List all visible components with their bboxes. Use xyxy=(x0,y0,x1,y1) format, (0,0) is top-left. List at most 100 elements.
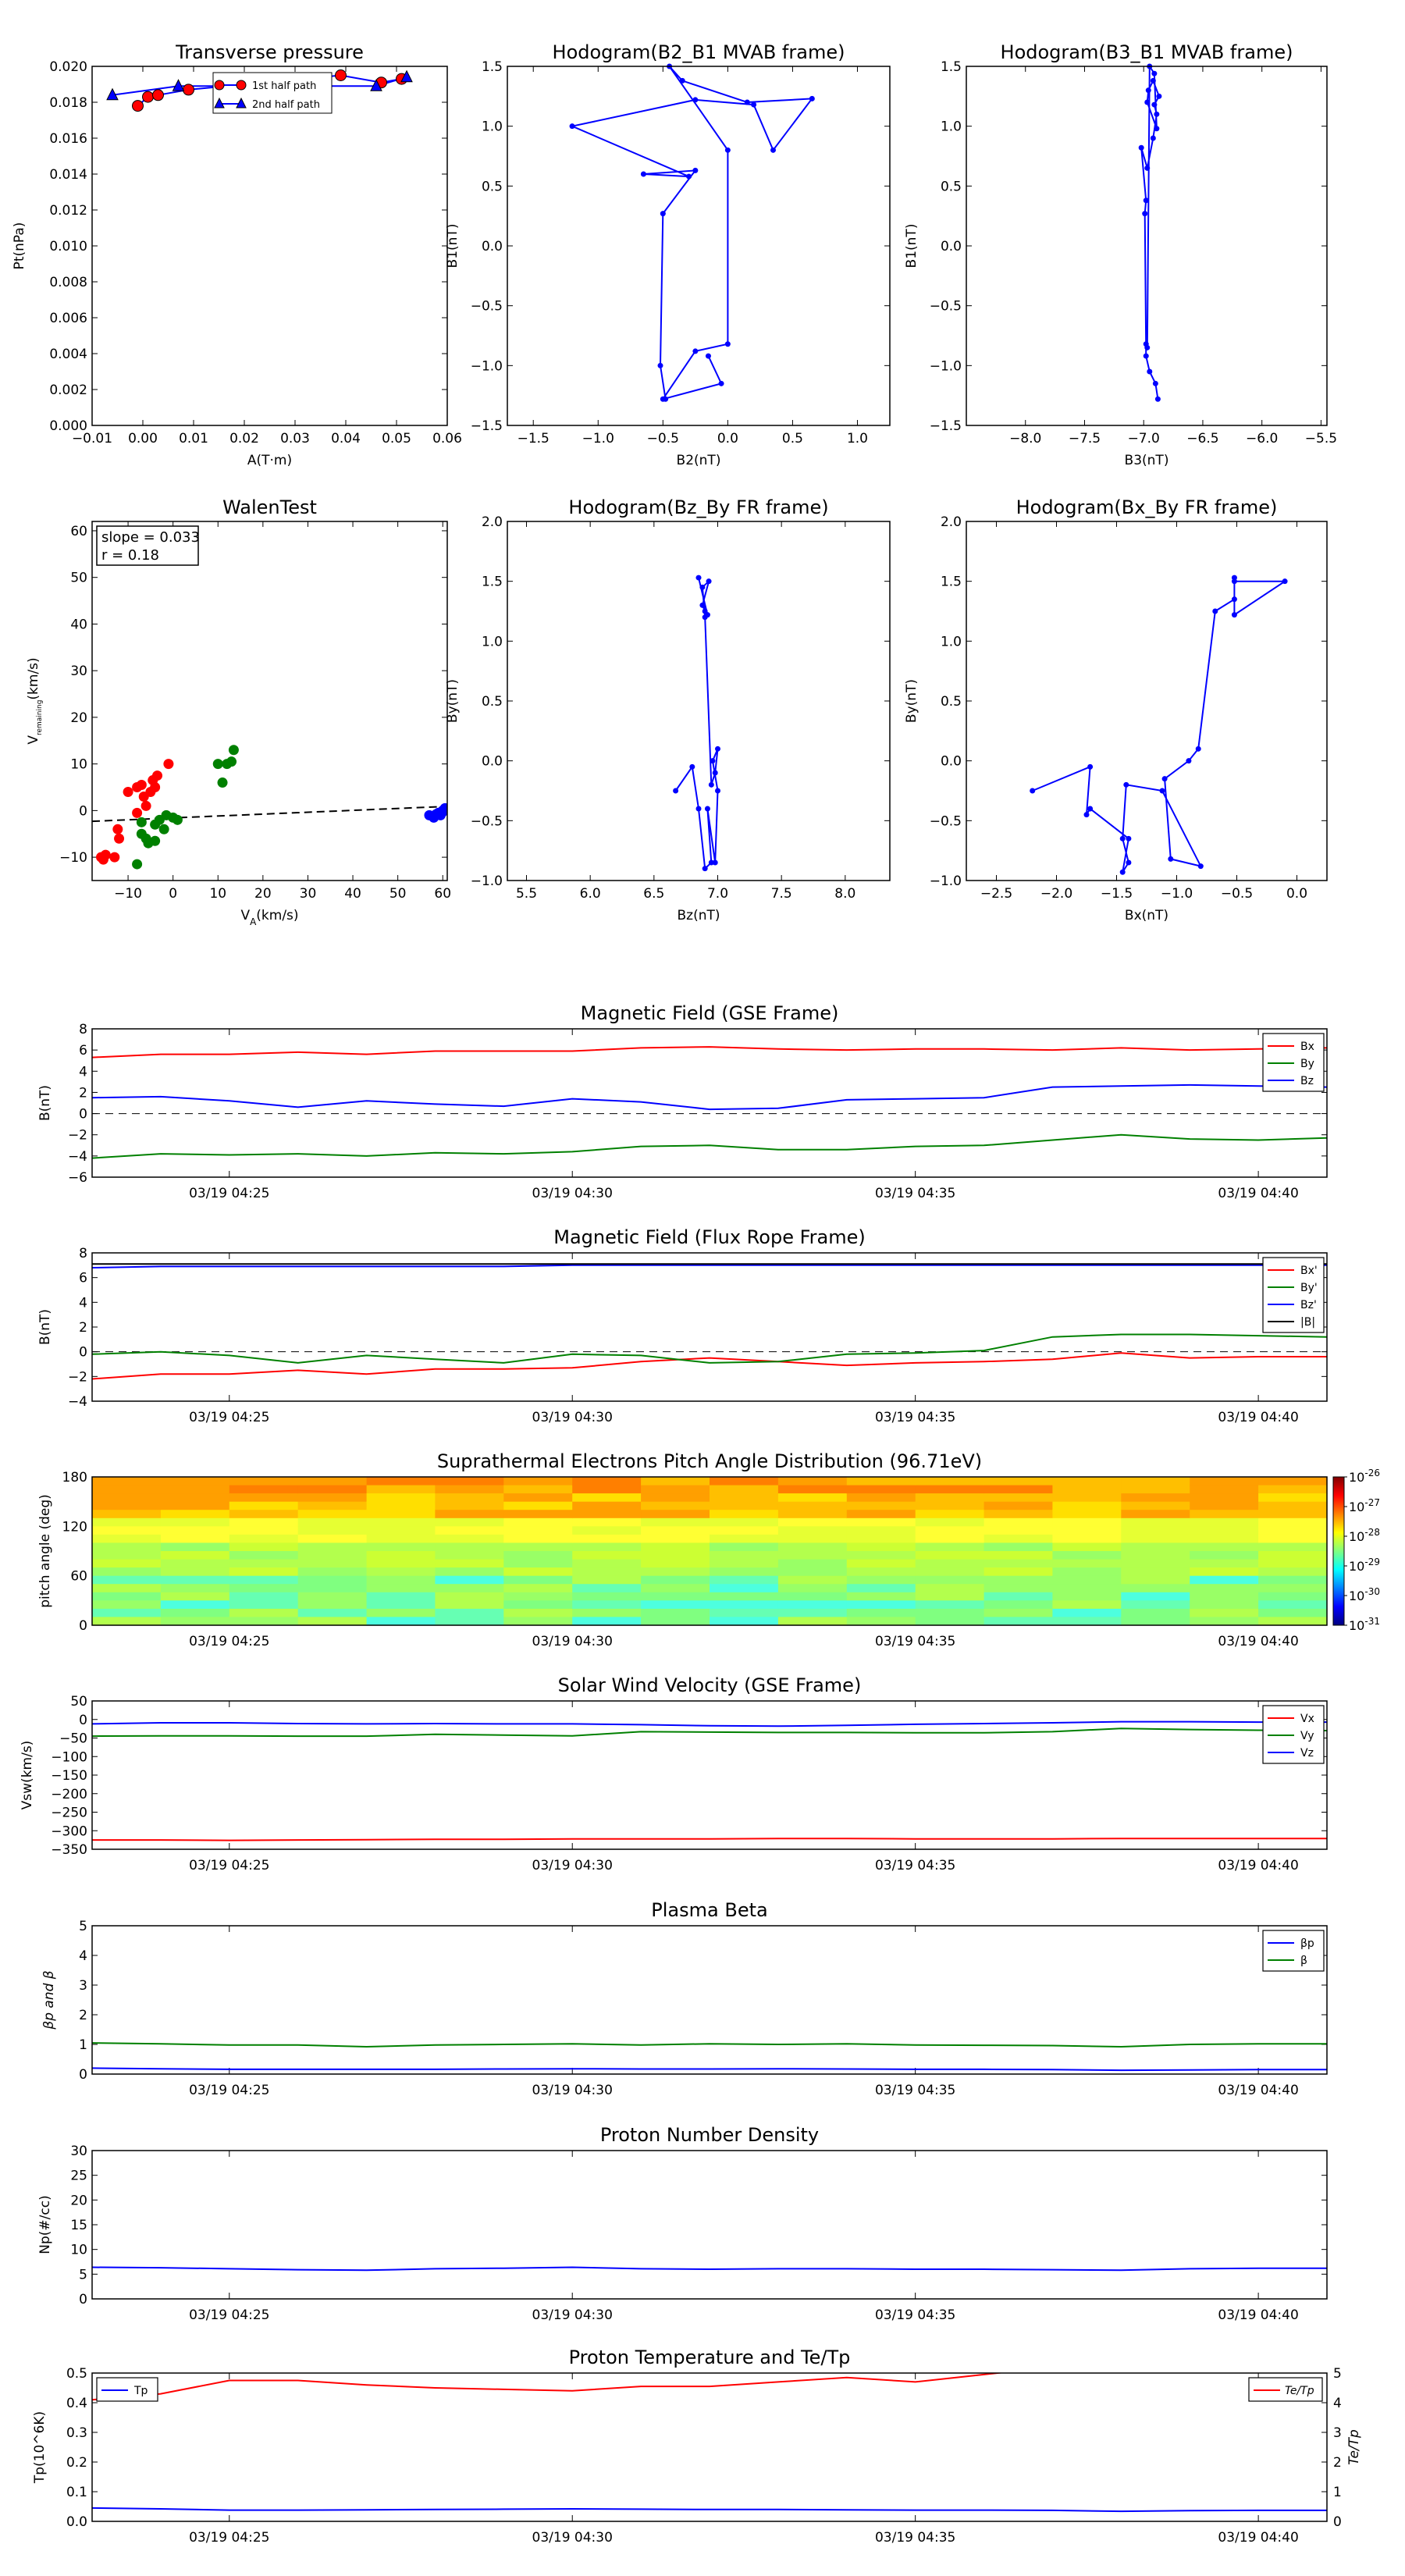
y-tick-label: 0.1 xyxy=(66,2485,87,2500)
heatmap-cell xyxy=(1121,1559,1190,1568)
heatmap-cell xyxy=(915,1517,985,1527)
heatmap-cell xyxy=(1121,1477,1190,1486)
y-tick-label: 0.5 xyxy=(941,694,962,710)
data-point xyxy=(1145,87,1151,94)
heatmap-cell xyxy=(984,1542,1054,1552)
y-tick-label: 0 xyxy=(79,2292,87,2307)
chart-title: Proton Temperature and Te/Tp xyxy=(569,2347,851,2368)
data-point xyxy=(699,602,706,608)
heatmap-cell xyxy=(1258,1584,1328,1593)
y-axis-label: Pt(nPa) xyxy=(12,222,27,270)
heatmap-cell xyxy=(1052,1477,1122,1486)
data-point xyxy=(706,578,712,585)
heatmap-cell xyxy=(572,1534,642,1544)
heatmap-cell xyxy=(641,1542,710,1552)
heatmap-cell xyxy=(1190,1567,1259,1577)
heatmap-cell xyxy=(1121,1608,1190,1618)
data-point xyxy=(1161,776,1168,782)
data-point xyxy=(1195,745,1201,752)
heatmap-cell xyxy=(1052,1567,1122,1577)
heatmap-cell xyxy=(160,1493,230,1503)
data-point xyxy=(217,777,228,788)
x-tick-label: −7.0 xyxy=(1128,431,1160,447)
y-axis-label: B(nT) xyxy=(37,1309,53,1345)
x-tick-label: 5.5 xyxy=(516,886,537,902)
heatmap-cell xyxy=(229,1551,299,1560)
heatmap-cell xyxy=(984,1608,1054,1618)
heatmap-cell xyxy=(297,1517,368,1527)
data-point xyxy=(1144,344,1151,350)
heatmap-cell xyxy=(435,1510,504,1519)
heatmap-cell xyxy=(503,1510,573,1519)
y-axis-label: pitch angle (deg) xyxy=(37,1494,53,1608)
heatmap-cell xyxy=(366,1477,436,1486)
x-tick-label: 03/19 04:30 xyxy=(532,1858,613,1873)
plot-frame xyxy=(966,521,1328,881)
series-line xyxy=(92,2042,1327,2048)
heatmap-cell xyxy=(777,1485,848,1494)
y-tick-label: 0.006 xyxy=(49,311,87,326)
heatmap-cell xyxy=(1052,1551,1122,1560)
heatmap-cell xyxy=(503,1617,573,1626)
x-tick-label: 1.0 xyxy=(847,431,868,447)
y-axis-label: B1(nT) xyxy=(904,224,919,269)
x-tick-label: −0.5 xyxy=(647,431,679,447)
heatmap-cell xyxy=(641,1575,710,1585)
x-tick-label: 0.03 xyxy=(280,431,310,447)
x-tick-label: 03/19 04:40 xyxy=(1218,1858,1298,1873)
heatmap-cell xyxy=(297,1559,368,1568)
y-tick-label: 0.0 xyxy=(66,2514,87,2530)
data-point xyxy=(1119,835,1126,841)
y-tick-label: 1.0 xyxy=(941,119,962,135)
heatmap-cell xyxy=(572,1551,642,1560)
heatmap-cell xyxy=(710,1551,779,1560)
temp-panel: Proton Temperature and Te/Tp 03/19 04:25 0… xyxy=(32,2347,1362,2546)
legend-label: By xyxy=(1300,1058,1314,1070)
heatmap-cell xyxy=(297,1501,368,1510)
data-point xyxy=(1087,806,1094,812)
y-tick-label: 8 xyxy=(79,1246,87,1261)
series-line xyxy=(92,1333,1327,1364)
y-tick-label: 1 xyxy=(79,2037,87,2053)
heatmap-cell xyxy=(641,1493,710,1503)
y-tick-label: 0 xyxy=(79,803,87,819)
heatmap-cell xyxy=(915,1542,985,1552)
heatmap-cell xyxy=(366,1592,436,1601)
x-tick-label: 6.0 xyxy=(580,886,601,902)
heatmap-cell xyxy=(366,1501,436,1510)
heatmap-cell xyxy=(1121,1485,1190,1494)
legend-box xyxy=(1262,1930,1325,1972)
heatmap-cell xyxy=(710,1493,779,1503)
chart-title: Transverse pressure xyxy=(175,41,364,63)
heatmap-cell xyxy=(92,1501,162,1510)
heatmap-cell xyxy=(915,1493,985,1503)
heatmap-cell xyxy=(92,1551,162,1560)
x-tick-label: 0.00 xyxy=(128,431,158,447)
heatmap-cell xyxy=(641,1501,710,1510)
x-tick-label: −2.0 xyxy=(1040,886,1072,902)
heatmap-cell xyxy=(160,1559,230,1568)
heatmap-cell xyxy=(710,1600,779,1610)
heatmap-cell xyxy=(572,1517,642,1527)
data-point xyxy=(715,745,720,752)
data-point xyxy=(335,69,347,81)
y-tick-label: 0.3 xyxy=(66,2425,87,2441)
heatmap-cell xyxy=(435,1567,504,1577)
heatmap-cell xyxy=(846,1542,916,1552)
heatmap-cell xyxy=(503,1477,573,1486)
y-tick-label: −300 xyxy=(51,1823,87,1839)
x-tick-label: 03/19 04:30 xyxy=(532,2083,613,2098)
heatmap-cell xyxy=(710,1592,779,1601)
heatmap-cell xyxy=(1121,1510,1190,1519)
heatmap-cell xyxy=(572,1501,642,1510)
y-axis-label: Vremaining(km/s) xyxy=(26,657,44,744)
y-tick-label: 2 xyxy=(79,1085,87,1101)
y-tick-label: −1.5 xyxy=(471,418,503,434)
hodogram-line xyxy=(1032,578,1288,873)
data-point xyxy=(1142,211,1148,217)
y-tick-label: 0.0 xyxy=(482,239,503,254)
heatmap-cell xyxy=(777,1584,848,1593)
x-tick-label: 30 xyxy=(300,886,317,902)
data-point xyxy=(695,806,702,812)
heatmap-cell xyxy=(435,1600,504,1610)
